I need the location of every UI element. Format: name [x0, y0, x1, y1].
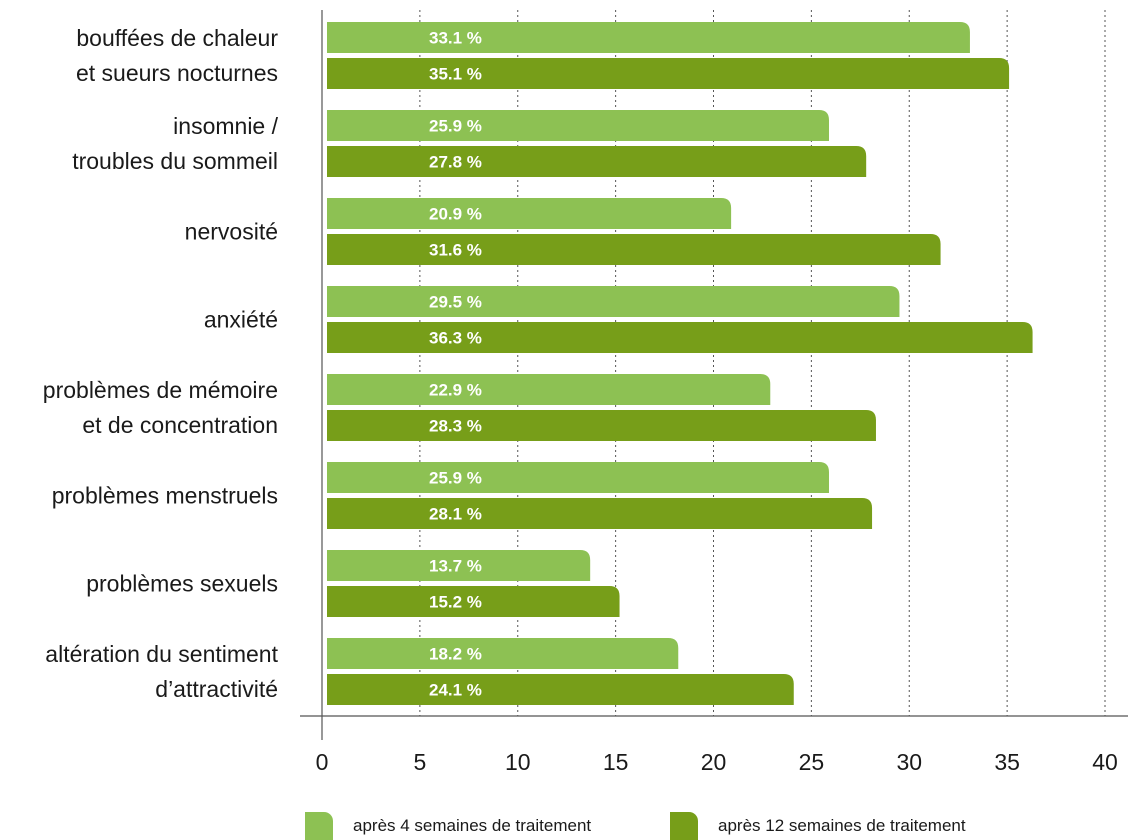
- category-label: problèmes sexuels: [86, 571, 278, 597]
- legend-item-12-weeks: après 12 semaines de traitement: [670, 812, 966, 840]
- bar: [327, 674, 794, 705]
- category-label: anxiété: [204, 307, 278, 333]
- legend-item-4-weeks: après 4 semaines de traitement: [305, 812, 591, 840]
- bar-value-label: 20.9 %: [429, 205, 482, 224]
- bar-value-label: 31.6 %: [429, 241, 482, 260]
- bar: [327, 22, 970, 53]
- category-label: et de concentration: [82, 412, 278, 438]
- bar-value-label: 18.2 %: [429, 645, 482, 664]
- bar-value-label: 28.3 %: [429, 417, 482, 436]
- bar-value-label: 24.1 %: [429, 681, 482, 700]
- bar: [327, 638, 679, 669]
- bar: [327, 322, 1033, 353]
- legend-swatch-12-weeks: [670, 812, 698, 840]
- x-tick-label: 40: [1092, 749, 1118, 775]
- category-label: problèmes menstruels: [52, 483, 278, 509]
- bar-value-label: 13.7 %: [429, 557, 482, 576]
- bar-chart: 33.1 % 35.1 % bouffées de chaleur et sueurs…: [43, 10, 1128, 775]
- category-label: troubles du sommeil: [72, 148, 278, 174]
- x-tick-label: 25: [799, 749, 825, 775]
- bar: [327, 146, 867, 177]
- legend-swatch-4-weeks: [305, 812, 333, 840]
- bar: [327, 58, 1010, 89]
- bar-value-label: 28.1 %: [429, 505, 482, 524]
- category-label: d’attractivité: [155, 676, 278, 702]
- category-label: altération du sentiment: [45, 641, 278, 667]
- x-tick-label: 10: [505, 749, 531, 775]
- bar: [327, 110, 829, 141]
- category-label: insomnie /: [173, 113, 278, 139]
- bar: [327, 234, 941, 265]
- x-tick-label: 0: [316, 749, 329, 775]
- bar: [327, 586, 620, 617]
- bar: [327, 550, 591, 581]
- bar-value-label: 29.5 %: [429, 293, 482, 312]
- bar-value-label: 35.1 %: [429, 65, 482, 84]
- x-tick-label: 35: [994, 749, 1020, 775]
- bar-value-label: 36.3 %: [429, 329, 482, 348]
- x-tick-label: 30: [896, 749, 922, 775]
- bar-value-label: 15.2 %: [429, 593, 482, 612]
- x-tick-label: 20: [701, 749, 727, 775]
- bar: [327, 198, 732, 229]
- bar: [327, 410, 876, 441]
- bar-value-label: 25.9 %: [429, 469, 482, 488]
- bar: [327, 462, 829, 493]
- x-tick-label: 5: [413, 749, 426, 775]
- legend-label-4-weeks: après 4 semaines de traitement: [353, 816, 592, 835]
- category-label: et sueurs nocturnes: [76, 60, 278, 86]
- bar: [327, 374, 771, 405]
- bar: [327, 286, 900, 317]
- bar-value-label: 22.9 %: [429, 381, 482, 400]
- category-label: nervosité: [185, 219, 278, 245]
- bar-value-label: 25.9 %: [429, 117, 482, 136]
- bar-value-label: 33.1 %: [429, 29, 482, 48]
- category-label: bouffées de chaleur: [76, 25, 278, 51]
- category-label: problèmes de mémoire: [43, 377, 278, 403]
- bar: [327, 498, 873, 529]
- x-tick-label: 15: [603, 749, 629, 775]
- legend-label-12-weeks: après 12 semaines de traitement: [718, 816, 966, 835]
- bar-value-label: 27.8 %: [429, 153, 482, 172]
